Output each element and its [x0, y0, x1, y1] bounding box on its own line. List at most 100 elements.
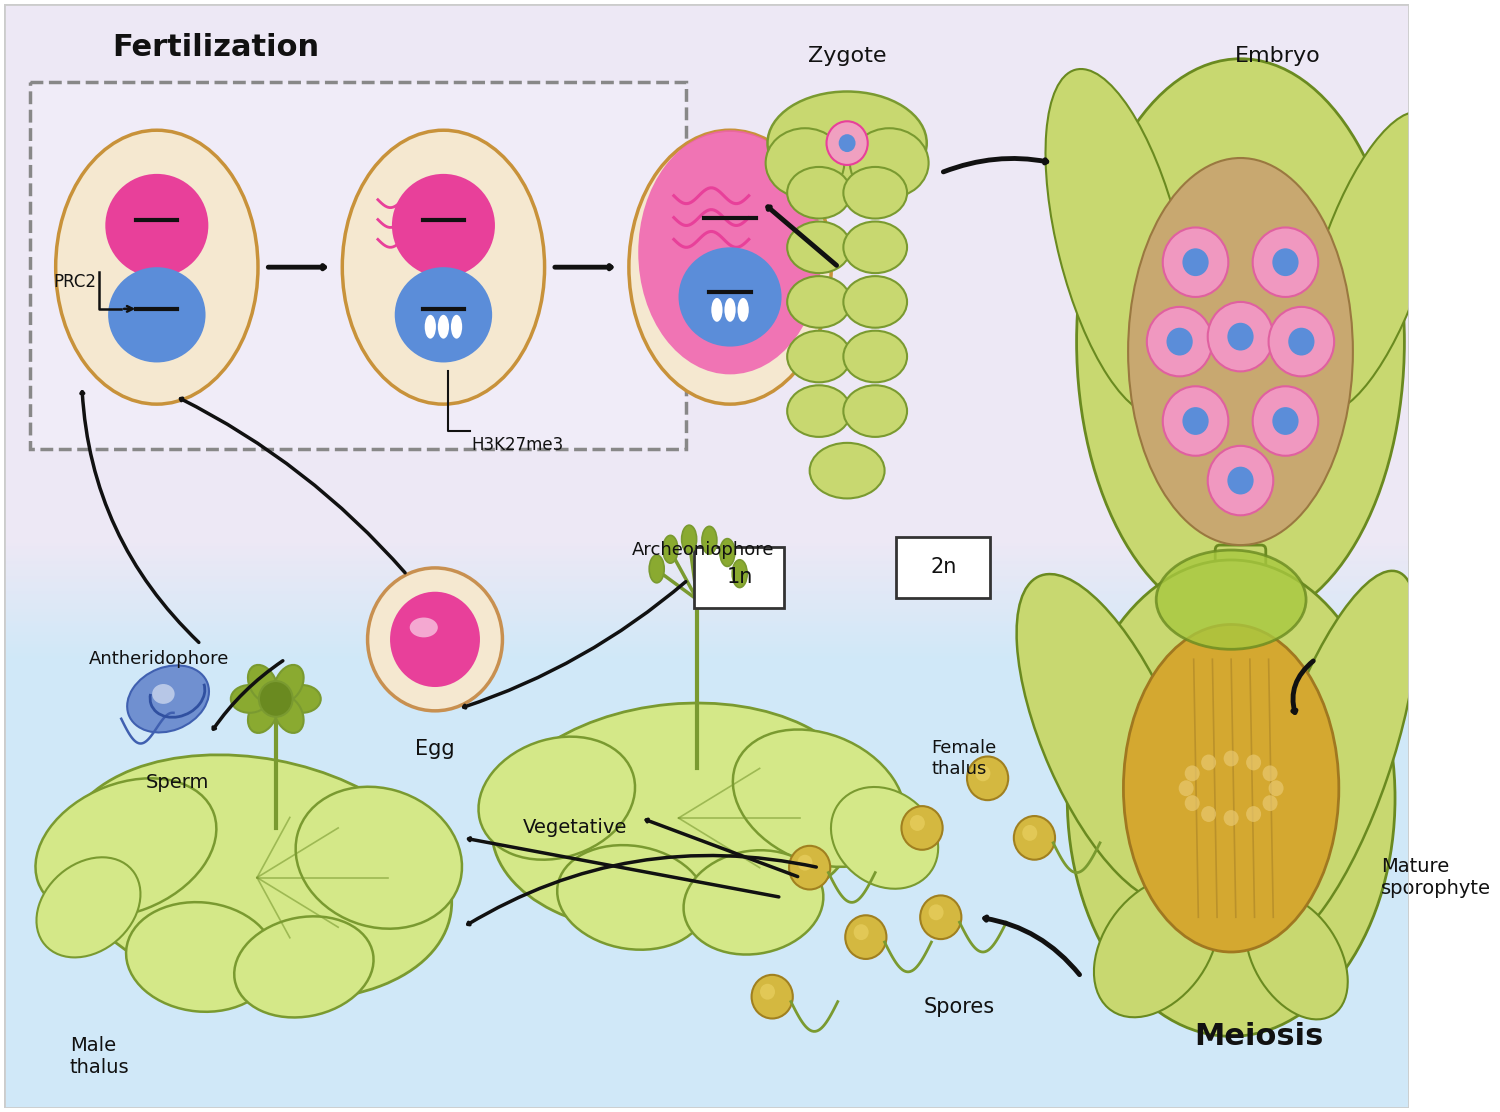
Text: Meiosis: Meiosis — [1194, 1022, 1324, 1051]
Text: Embryo: Embryo — [1234, 46, 1322, 66]
Ellipse shape — [260, 681, 292, 717]
Bar — [4, 569, 1408, 573]
FancyBboxPatch shape — [30, 81, 686, 449]
Bar — [4, 558, 1408, 560]
Ellipse shape — [1227, 322, 1254, 350]
Ellipse shape — [1148, 307, 1212, 376]
Bar — [4, 629, 1408, 633]
Text: Archeoniophore: Archeoniophore — [632, 542, 774, 559]
Ellipse shape — [681, 525, 696, 553]
Bar — [4, 642, 1408, 644]
Ellipse shape — [1182, 407, 1209, 435]
Text: Antheridophore: Antheridophore — [88, 651, 230, 668]
Ellipse shape — [1185, 795, 1200, 811]
Ellipse shape — [788, 167, 850, 219]
Bar — [4, 626, 1408, 629]
Ellipse shape — [231, 685, 268, 713]
Ellipse shape — [248, 696, 278, 733]
Bar — [4, 564, 1408, 567]
Ellipse shape — [1094, 877, 1218, 1017]
Ellipse shape — [1272, 248, 1299, 276]
Ellipse shape — [1224, 810, 1239, 826]
Bar — [4, 573, 1408, 576]
Ellipse shape — [788, 385, 850, 437]
Ellipse shape — [678, 247, 782, 347]
Ellipse shape — [1263, 765, 1278, 782]
Ellipse shape — [1263, 795, 1278, 811]
Ellipse shape — [1077, 59, 1404, 625]
Ellipse shape — [390, 592, 480, 687]
Ellipse shape — [1288, 328, 1314, 356]
Ellipse shape — [839, 135, 855, 152]
Ellipse shape — [843, 221, 908, 274]
Bar — [4, 543, 1408, 546]
Ellipse shape — [738, 298, 748, 321]
Ellipse shape — [798, 855, 813, 871]
Ellipse shape — [1252, 228, 1318, 297]
Ellipse shape — [1202, 806, 1216, 822]
Ellipse shape — [105, 173, 209, 277]
Ellipse shape — [438, 315, 448, 339]
Bar — [4, 651, 1408, 653]
Bar — [4, 588, 1408, 590]
Ellipse shape — [492, 703, 866, 933]
Ellipse shape — [478, 736, 634, 860]
Ellipse shape — [724, 298, 735, 321]
FancyBboxPatch shape — [896, 537, 990, 597]
Bar — [4, 647, 1408, 651]
Ellipse shape — [1066, 560, 1395, 1036]
Ellipse shape — [234, 916, 374, 1017]
Bar — [4, 546, 1408, 549]
Bar — [4, 597, 1408, 599]
Text: Female
thalus: Female thalus — [932, 739, 996, 778]
Bar — [4, 555, 1408, 558]
Ellipse shape — [732, 559, 747, 587]
Ellipse shape — [788, 276, 850, 328]
Ellipse shape — [1162, 228, 1228, 297]
Ellipse shape — [1202, 755, 1216, 771]
FancyBboxPatch shape — [694, 547, 784, 607]
Ellipse shape — [827, 121, 867, 165]
Bar — [4, 633, 1408, 635]
Ellipse shape — [910, 815, 926, 831]
Ellipse shape — [843, 276, 908, 328]
Ellipse shape — [1023, 825, 1036, 841]
Bar — [4, 579, 1408, 582]
Ellipse shape — [843, 167, 908, 219]
Bar — [4, 635, 1408, 638]
Bar — [4, 594, 1408, 597]
Ellipse shape — [1252, 386, 1318, 456]
Ellipse shape — [1269, 781, 1284, 796]
Ellipse shape — [1208, 302, 1274, 371]
Ellipse shape — [1224, 751, 1239, 766]
Ellipse shape — [975, 765, 990, 782]
Bar — [4, 624, 1408, 626]
Ellipse shape — [760, 984, 776, 1000]
Ellipse shape — [296, 787, 462, 929]
Ellipse shape — [56, 130, 258, 404]
Ellipse shape — [928, 904, 944, 921]
Ellipse shape — [1245, 894, 1347, 1020]
Ellipse shape — [844, 915, 886, 959]
Ellipse shape — [850, 128, 928, 198]
Ellipse shape — [702, 526, 717, 554]
Ellipse shape — [1128, 158, 1353, 545]
Ellipse shape — [1185, 765, 1200, 782]
Ellipse shape — [126, 902, 276, 1012]
Bar — [4, 603, 1408, 606]
Ellipse shape — [1014, 816, 1054, 860]
Ellipse shape — [128, 665, 209, 733]
Ellipse shape — [843, 330, 908, 383]
Ellipse shape — [663, 535, 678, 563]
Ellipse shape — [274, 696, 303, 733]
Ellipse shape — [342, 130, 544, 404]
Ellipse shape — [720, 538, 735, 566]
Ellipse shape — [36, 857, 141, 957]
Text: Egg: Egg — [416, 738, 454, 758]
Ellipse shape — [765, 128, 844, 198]
Bar — [4, 644, 1408, 647]
Text: PRC2: PRC2 — [53, 274, 96, 291]
Text: Fertilization: Fertilization — [112, 32, 320, 62]
Ellipse shape — [853, 924, 868, 940]
Ellipse shape — [274, 665, 303, 702]
